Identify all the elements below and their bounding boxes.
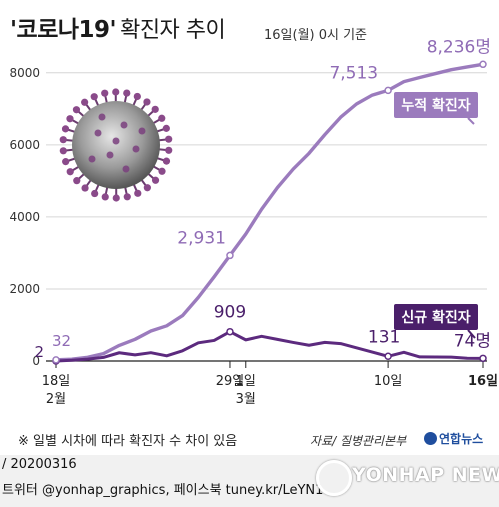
series-lines bbox=[54, 62, 485, 363]
virus-spike-tip bbox=[143, 98, 151, 106]
watermark-icon bbox=[316, 460, 352, 496]
legend-label: 신규 확진자 bbox=[401, 309, 470, 326]
virus-spike-tip bbox=[59, 147, 67, 155]
x-tick-label-month: 3월 bbox=[236, 392, 256, 407]
data-labels: 2 32 2,931 909 7,513 131 8,236명 74명 bbox=[34, 37, 491, 365]
virus-spike-tip bbox=[165, 146, 173, 154]
virus-spike-tip bbox=[90, 93, 98, 101]
virus-spike-tip bbox=[112, 88, 120, 96]
virus-protein bbox=[120, 121, 128, 129]
virus-spike-tip bbox=[134, 189, 142, 197]
virus-spike-tip bbox=[72, 106, 81, 114]
virus-spike-tip bbox=[62, 158, 70, 166]
legend-pointer bbox=[467, 117, 475, 125]
virus-protein bbox=[138, 127, 146, 135]
chart-title: '코로나19' 확진자 추이 bbox=[10, 10, 226, 44]
x-tick-label-month: 2월 bbox=[46, 392, 66, 407]
legend-pointer bbox=[467, 329, 476, 339]
virus-spike-tip bbox=[162, 157, 171, 165]
virus-spike-tip bbox=[73, 177, 81, 185]
data-label: 74명 bbox=[454, 331, 491, 351]
grid-lines bbox=[46, 72, 487, 362]
agency-logo-text: 연합뉴스 bbox=[439, 432, 484, 446]
virus-spike-tip bbox=[151, 105, 159, 113]
data-point-marker bbox=[479, 60, 487, 69]
virus-spike-tip bbox=[123, 89, 131, 97]
data-label: 32 bbox=[52, 332, 71, 350]
data-label: 909 bbox=[214, 303, 246, 323]
virus-spike-tip bbox=[133, 92, 141, 101]
data-label: 2,931 bbox=[177, 228, 226, 248]
data-label: 2 bbox=[34, 343, 44, 361]
x-tick-label-day: 16일 bbox=[468, 374, 498, 389]
y-tick-label: 8000 bbox=[9, 66, 40, 80]
virus-spike-tip bbox=[66, 168, 74, 176]
data-point-marker bbox=[52, 356, 60, 364]
legend-box bbox=[394, 92, 478, 118]
agency-logo: 연합뉴스 bbox=[424, 430, 483, 447]
virus-spike-tip bbox=[101, 193, 109, 201]
virus-spike-tip bbox=[59, 136, 67, 144]
virus-spike-tip bbox=[151, 176, 160, 184]
x-tick-label-day: 29일 bbox=[216, 374, 245, 389]
virus-spike-tip bbox=[158, 167, 166, 175]
virus-protein bbox=[132, 145, 140, 153]
series-line-cumulative bbox=[54, 62, 485, 362]
legend-label: 누적 확진자 bbox=[401, 97, 470, 114]
virus-protein bbox=[122, 165, 130, 173]
virus-protein bbox=[98, 113, 106, 121]
watermark: YONHAP NEWS bbox=[318, 464, 499, 486]
virus-spike-tip bbox=[112, 194, 120, 202]
data-point-marker bbox=[384, 352, 392, 361]
data-label: 7,513 bbox=[329, 63, 378, 83]
footer-date: / 20200316 bbox=[2, 457, 77, 472]
virus-protein bbox=[88, 155, 96, 163]
virus-spike-tip bbox=[143, 184, 151, 192]
x-tick-label-day: 10일 bbox=[374, 374, 403, 389]
x-tick-label-day: 1일 bbox=[236, 374, 256, 389]
virus-spike-tip bbox=[123, 193, 131, 201]
virus-spike-tip bbox=[101, 89, 109, 97]
virus-icon bbox=[59, 88, 173, 202]
y-tick-label: 6000 bbox=[9, 138, 40, 152]
virus-protein bbox=[94, 129, 102, 137]
virus-spike-tip bbox=[81, 98, 89, 106]
footer: / 20200316 트위터 @yonhap_graphics, 페이스북 tu… bbox=[0, 455, 499, 507]
data-point-marker bbox=[384, 86, 392, 95]
source: 자료/ 질병관리본부 bbox=[310, 434, 407, 448]
footnote: ※ 일별 시차에 따라 확진자 수 차이 있음 bbox=[18, 434, 238, 449]
title-sub: 확진자 추이 bbox=[120, 18, 226, 43]
title-main: '코로나19' bbox=[10, 17, 117, 43]
virus-spike-tip bbox=[66, 115, 74, 123]
data-point-marker bbox=[226, 327, 234, 336]
virus-spike-tip bbox=[162, 124, 170, 132]
agency-logo-icon bbox=[424, 432, 437, 445]
date-basis: 16일(월) 0시 기준 bbox=[264, 28, 368, 43]
x-tick-label-day: 18일 bbox=[42, 374, 71, 389]
data-point-marker bbox=[226, 251, 234, 260]
y-tick-label: 0 bbox=[32, 354, 40, 368]
virus-protein bbox=[106, 151, 114, 159]
data-point-marker bbox=[479, 354, 487, 363]
virus-body bbox=[72, 101, 160, 189]
virus-spike-tip bbox=[165, 135, 173, 143]
virus-spike-tip bbox=[81, 184, 89, 192]
virus-spike-tip bbox=[91, 189, 99, 198]
watermark-text: YONHAP NEWS bbox=[352, 464, 499, 486]
y-tick-label: 4000 bbox=[9, 210, 40, 224]
footer-social-links: 트위터 @yonhap_graphics, 페이스북 tuney.kr/LeYN… bbox=[2, 483, 324, 498]
y-axis: 0 2000 4000 6000 8000 bbox=[9, 66, 40, 368]
data-label: 131 bbox=[368, 327, 400, 347]
legend-box bbox=[394, 304, 478, 330]
virus-protein bbox=[112, 137, 120, 145]
series-line-new bbox=[54, 330, 485, 363]
y-tick-label: 2000 bbox=[9, 282, 40, 296]
data-label: 8,236명 bbox=[427, 37, 491, 57]
virus-spike-tip bbox=[158, 114, 166, 122]
virus-spike-tip bbox=[61, 125, 70, 133]
